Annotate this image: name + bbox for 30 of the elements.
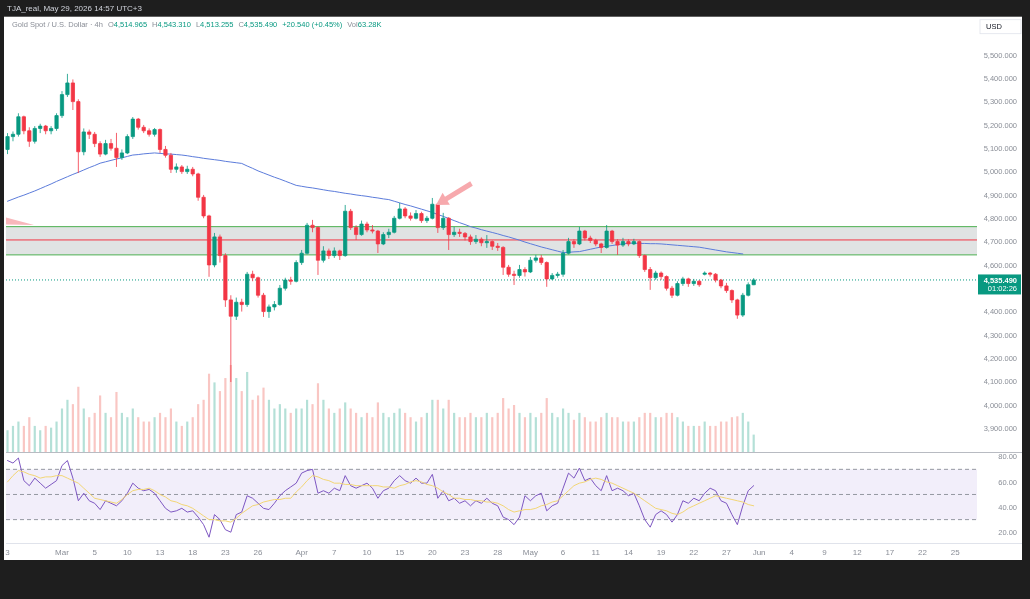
x-tick-label: 18 [188, 548, 198, 557]
x-tick-label: 23 [220, 548, 231, 557]
x-tick-label: 28 [493, 548, 503, 557]
x-tick-label: 11 [591, 548, 601, 557]
x-tick-label: 10 [362, 548, 372, 557]
x-tick-label: 25 [950, 548, 961, 557]
x-tick-label: 10 [122, 548, 133, 557]
x-tick-label: 19 [656, 548, 667, 557]
x-tick-label: 13 [155, 548, 166, 557]
x-tick-label: 27 [722, 548, 732, 557]
x-tick-label: Apr [295, 548, 309, 557]
x-tick-label: 17 [885, 548, 895, 557]
x-tick-label: 3 [5, 548, 11, 557]
x-tick-label: 15 [395, 548, 405, 557]
x-tick-label: 22 [689, 548, 699, 557]
x-tick-label: 23 [460, 548, 471, 557]
x-tick-label: 5 [92, 548, 98, 557]
x-tick-label: Jun [752, 548, 766, 557]
x-tick-label: Mar [55, 548, 70, 557]
x-tick-label: 6 [560, 548, 566, 557]
x-tick-label: May [522, 548, 538, 557]
x-tick-label: 7 [332, 548, 338, 557]
x-tick-label: 22 [918, 548, 928, 557]
text: TJA_real, May 29, 2026 14:57 UTC+3 [7, 4, 143, 13]
x-tick-label: 9 [822, 548, 828, 557]
x-tick-label: 20 [427, 548, 438, 557]
x-tick-label: 14 [623, 548, 634, 557]
x-tick-label: 4 [789, 548, 795, 557]
x-tick-label: 12 [852, 548, 863, 557]
x-tick-label: 26 [253, 548, 264, 557]
